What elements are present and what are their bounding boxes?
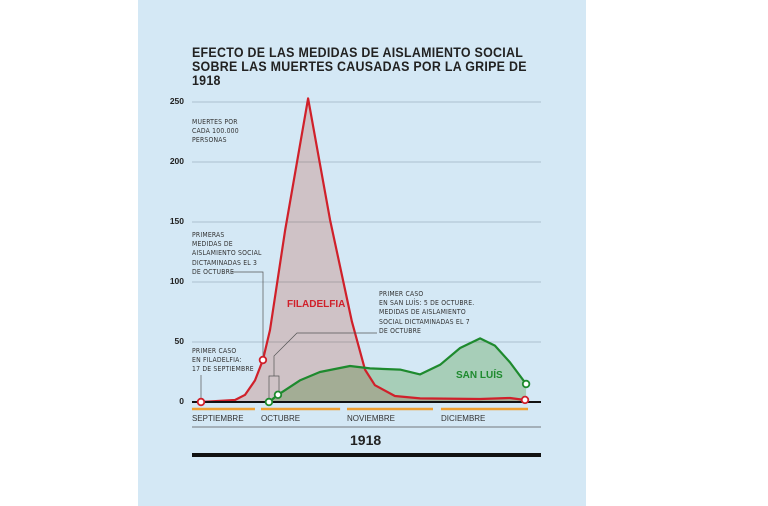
x-month-label: OCTUBRE [260,414,301,423]
y-tick-label: 150 [169,216,184,226]
y-tick-label: 250 [169,96,184,106]
data-point-filadelfia [520,395,530,405]
series-label-filadelfia: FILADELFIA [287,299,346,310]
y-axis-label: MUERTES POR CADA 100.000 PERSONAS [192,118,239,145]
leader-san-luis [273,332,377,376]
y-tick-label: 50 [174,336,184,346]
annotation-first-case-philadelphia: PRIMER CASO EN FILADELFIA: 17 DE SEPTIEM… [192,347,254,374]
y-tick-label: 100 [169,276,184,286]
line-san-luis [268,337,527,403]
x-month-label: NOVIEMBRE [346,414,395,423]
data-point-san-luis [521,379,531,389]
data-point-san-luis [264,397,274,407]
chart-panel [138,0,586,506]
annotation-first-measures-philadelphia: PRIMERAS MEDIDAS DE AISLAMIENTO SOCIAL D… [192,231,262,276]
bracket-san-luis [268,375,280,399]
x-month-label: SEPTIEMBRE [191,414,244,423]
y-tick-label: 0 [179,396,184,406]
x-month-label: DICIEMBRE [440,414,486,423]
area-filadelfia [201,98,526,403]
series-label-san-luis: SAN LUÍS [456,370,503,381]
annotation-san-luis: PRIMER CASO EN SAN LUÍS: 5 DE OCTUBRE. M… [379,290,475,335]
leader-first-measures-philadelphia [232,271,264,358]
line-filadelfia [200,97,526,404]
y-tick-label: 200 [169,156,184,166]
x-axis-year: 1918 [350,432,382,448]
data-point-filadelfia [196,397,206,407]
data-point-san-luis [273,390,283,399]
chart-title: EFECTO DE LAS MEDIDAS DE AISLAMIENTO SOC… [192,45,527,88]
data-point-filadelfia [258,355,268,365]
